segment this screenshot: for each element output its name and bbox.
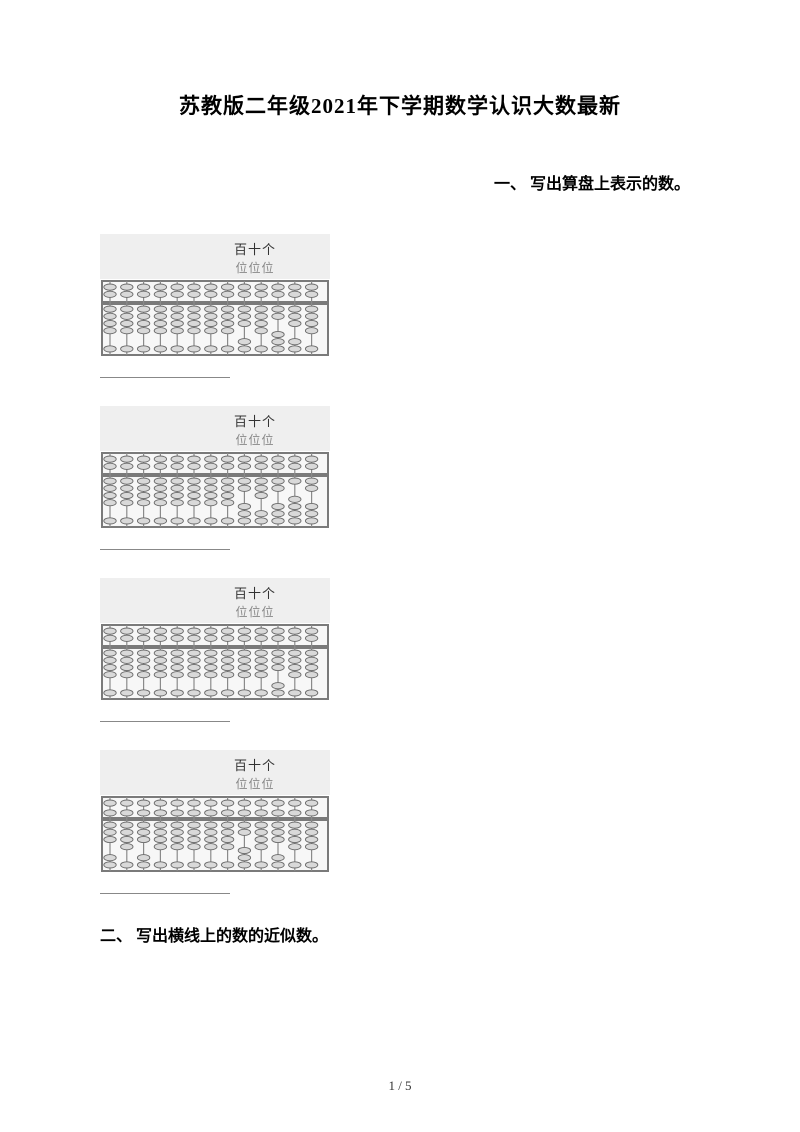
section-one-heading: 一、 写出算盘上表示的数。 bbox=[100, 170, 700, 194]
abacus-header-bottom: 位位位 bbox=[100, 775, 330, 795]
answer-blank-line bbox=[100, 535, 230, 550]
abacus-header: 百十个位位位 bbox=[100, 234, 330, 279]
answer-blank-line bbox=[100, 707, 230, 722]
abacus-diagram bbox=[100, 451, 330, 529]
abacus-header-top: 百十个 bbox=[100, 406, 330, 431]
abacus-header: 百十个位位位 bbox=[100, 406, 330, 451]
abacus-diagram bbox=[100, 623, 330, 701]
abacus-header: 百十个位位位 bbox=[100, 578, 330, 623]
abacus-header-bottom: 位位位 bbox=[100, 603, 330, 623]
page-title: 苏教版二年级2021年下学期数学认识大数最新 bbox=[100, 90, 700, 120]
abacus-diagram bbox=[100, 795, 330, 873]
abacus-header-bottom: 位位位 bbox=[100, 259, 330, 279]
abacus-diagram bbox=[100, 279, 330, 357]
abacus-header-top: 百十个 bbox=[100, 578, 330, 603]
page-footer: 1 / 5 bbox=[0, 1078, 800, 1094]
abacus-block: 百十个位位位 bbox=[100, 406, 700, 550]
abacus-block: 百十个位位位 bbox=[100, 234, 700, 378]
abacus-header: 百十个位位位 bbox=[100, 750, 330, 795]
answer-blank-line bbox=[100, 363, 230, 378]
abaci-container: 百十个位位位百十个位位位百十个位位位百十个位位位 bbox=[100, 234, 700, 894]
section-two-heading: 二、 写出横线上的数的近似数。 bbox=[100, 922, 700, 946]
abacus-block: 百十个位位位 bbox=[100, 750, 700, 894]
abacus-header-bottom: 位位位 bbox=[100, 431, 330, 451]
answer-blank-line bbox=[100, 879, 230, 894]
abacus-header-top: 百十个 bbox=[100, 750, 330, 775]
abacus-block: 百十个位位位 bbox=[100, 578, 700, 722]
abacus-header-top: 百十个 bbox=[100, 234, 330, 259]
